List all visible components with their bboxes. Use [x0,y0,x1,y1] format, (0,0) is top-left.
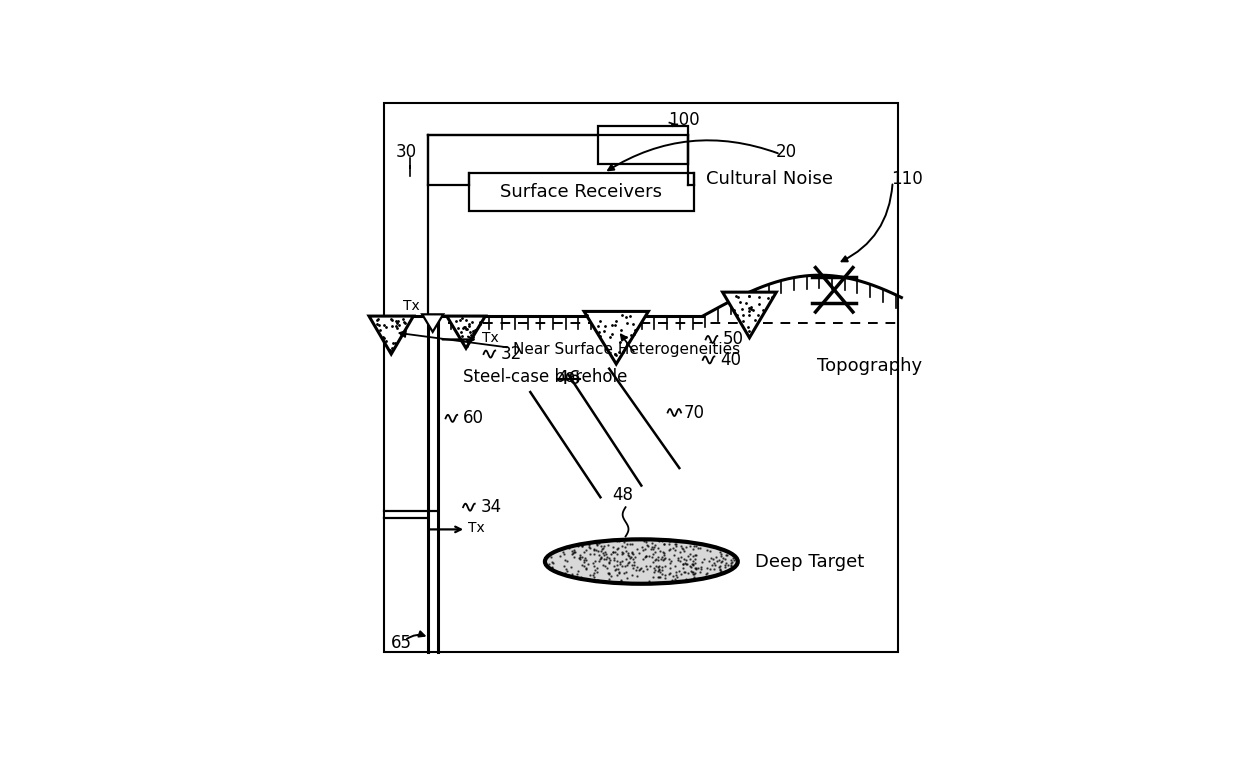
Text: Tx: Tx [403,298,419,313]
Text: 65: 65 [391,635,412,653]
Text: 100: 100 [667,112,699,129]
Text: 34: 34 [481,498,502,516]
Polygon shape [584,311,649,364]
Text: 40: 40 [720,351,742,369]
Polygon shape [723,292,776,338]
Text: Surface Receivers: Surface Receivers [501,183,662,201]
Text: 50: 50 [723,330,744,348]
Text: 110: 110 [892,170,924,187]
Ellipse shape [544,540,738,584]
Text: 70: 70 [683,404,704,421]
Text: 30: 30 [396,143,417,162]
Text: Deep Target: Deep Target [755,553,864,571]
Text: Tx: Tx [467,521,485,534]
Text: 20: 20 [776,143,797,162]
Text: Near Surface Heterogeneities: Near Surface Heterogeneities [399,331,740,357]
Text: Tx: Tx [482,331,498,345]
Text: 32: 32 [501,345,522,363]
Text: Steel-case borehole: Steel-case borehole [463,368,627,386]
Polygon shape [370,316,413,354]
Text: 46: 46 [556,369,580,388]
Text: Cultural Noise: Cultural Noise [707,170,833,187]
Text: 48: 48 [613,487,634,504]
Polygon shape [446,316,485,348]
Bar [384,102,899,652]
Polygon shape [422,314,443,332]
Bar [469,173,694,211]
Bar [598,126,688,164]
Text: Topography: Topography [817,357,921,375]
Text: 60: 60 [463,409,484,427]
